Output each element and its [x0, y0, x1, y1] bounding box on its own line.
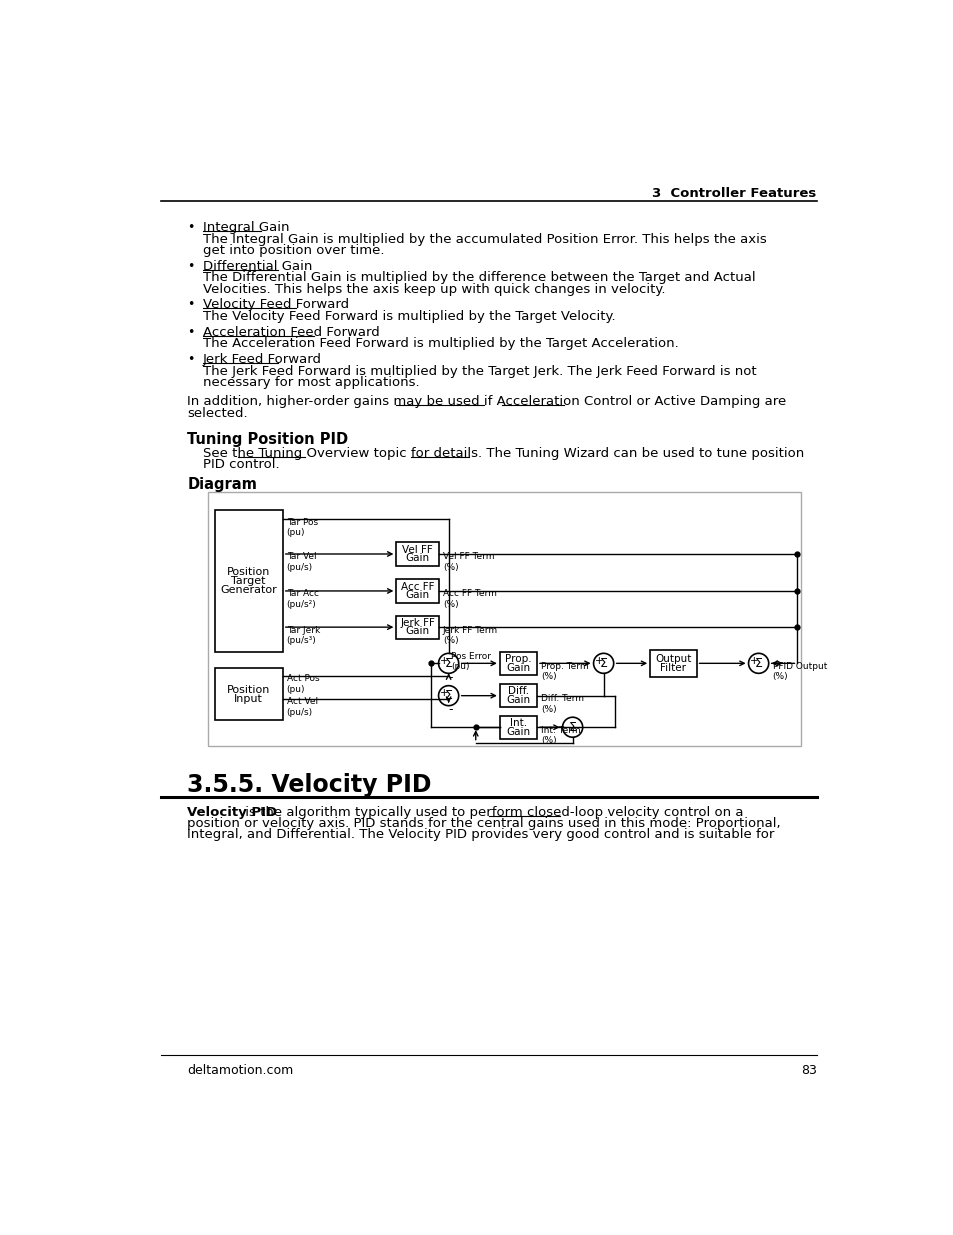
Text: See the Tuning Overview topic for details. The Tuning Wizard can be used to tune: See the Tuning Overview topic for detail… [203, 447, 803, 459]
Text: Jerk FF: Jerk FF [399, 618, 435, 627]
Text: PID control.: PID control. [203, 458, 279, 471]
Text: deltamotion.com: deltamotion.com [187, 1065, 294, 1077]
Text: Σ: Σ [754, 657, 761, 669]
FancyBboxPatch shape [214, 668, 282, 720]
Text: Velocity Feed Forward: Velocity Feed Forward [203, 299, 349, 311]
Text: •: • [187, 221, 194, 235]
Text: Generator: Generator [220, 585, 276, 595]
Text: Gain: Gain [405, 626, 429, 636]
Text: Position: Position [227, 684, 270, 694]
FancyBboxPatch shape [395, 615, 438, 638]
Text: 83: 83 [800, 1065, 816, 1077]
Text: Diagram: Diagram [187, 477, 257, 492]
Text: The Integral Gain is multiplied by the accumulated Position Error. This helps th: The Integral Gain is multiplied by the a… [203, 233, 766, 246]
Text: get into position over time.: get into position over time. [203, 245, 384, 257]
Text: -: - [448, 704, 452, 716]
Text: Velocity PID: Velocity PID [187, 805, 277, 819]
Text: Gain: Gain [506, 695, 530, 705]
Text: Diff.: Diff. [507, 687, 528, 697]
Text: position or velocity axis. PID stands for the central gains used in this mode: P: position or velocity axis. PID stands fo… [187, 816, 781, 830]
FancyBboxPatch shape [649, 650, 696, 677]
Text: Vel FF: Vel FF [402, 545, 433, 555]
FancyBboxPatch shape [499, 716, 537, 739]
Text: Σ: Σ [599, 657, 607, 669]
Text: Tar Pos
(pu): Tar Pos (pu) [286, 517, 317, 537]
Text: Acc FF Term
(%): Acc FF Term (%) [442, 589, 497, 609]
Text: Σ: Σ [444, 657, 452, 669]
Text: Tuning Position PID: Tuning Position PID [187, 431, 348, 447]
Text: Tar Jerk
(pu/s³): Tar Jerk (pu/s³) [286, 626, 319, 645]
Text: Int. Term
(%): Int. Term (%) [540, 726, 579, 745]
Text: The Velocity Feed Forward is multiplied by the Target Velocity.: The Velocity Feed Forward is multiplied … [203, 310, 615, 322]
Text: •: • [187, 299, 194, 311]
Text: -: - [448, 671, 452, 684]
Text: Integral, and Differential. The Velocity PID provides very good control and is s: Integral, and Differential. The Velocity… [187, 829, 774, 841]
Text: Differential Gain: Differential Gain [203, 259, 312, 273]
Text: Act Pos
(pu): Act Pos (pu) [286, 674, 319, 694]
Text: Prop. Term
(%): Prop. Term (%) [540, 662, 588, 682]
Text: Prop.: Prop. [504, 655, 531, 664]
Text: Position: Position [227, 567, 270, 577]
Text: +: + [595, 656, 603, 666]
Text: •: • [187, 259, 194, 273]
Text: Gain: Gain [405, 553, 429, 563]
Text: Output: Output [655, 655, 691, 664]
Text: Gain: Gain [405, 590, 429, 600]
Text: Filter: Filter [659, 663, 685, 673]
Text: Vel FF Term
(%): Vel FF Term (%) [442, 552, 494, 572]
Text: necessary for most applications.: necessary for most applications. [203, 375, 419, 389]
FancyBboxPatch shape [395, 542, 438, 566]
Text: In addition, higher-order gains may be used if Acceleration Control or Active Da: In addition, higher-order gains may be u… [187, 395, 786, 409]
Text: Acc FF: Acc FF [400, 582, 434, 592]
Text: PFID Output
(%): PFID Output (%) [772, 662, 826, 682]
Text: •: • [187, 326, 194, 338]
Text: 3.5.5. Velocity PID: 3.5.5. Velocity PID [187, 773, 432, 798]
Text: Acceleration Feed Forward: Acceleration Feed Forward [203, 326, 379, 338]
Text: Target: Target [232, 576, 266, 585]
FancyBboxPatch shape [208, 493, 801, 746]
Text: is the algorithm typically used to perform closed-loop velocity control on a: is the algorithm typically used to perfo… [240, 805, 742, 819]
Text: +: + [749, 656, 758, 666]
Text: Diff. Term
(%): Diff. Term (%) [540, 694, 583, 714]
Text: Integral Gain: Integral Gain [203, 221, 289, 235]
Text: The Acceleration Feed Forward is multiplied by the Target Acceleration.: The Acceleration Feed Forward is multipl… [203, 337, 678, 351]
Text: Σ: Σ [444, 689, 452, 703]
Text: Input: Input [234, 694, 263, 704]
FancyBboxPatch shape [214, 510, 282, 652]
Text: selected.: selected. [187, 406, 248, 420]
Text: Jerk FF Term
(%): Jerk FF Term (%) [442, 626, 497, 645]
Text: Gain: Gain [506, 726, 530, 736]
Text: Jerk Feed Forward: Jerk Feed Forward [203, 353, 321, 366]
Text: Pos Error
(pu): Pos Error (pu) [451, 652, 491, 671]
Text: 3  Controller Features: 3 Controller Features [652, 186, 816, 200]
Text: Gain: Gain [506, 663, 530, 673]
Text: Act Vel
(pu/s): Act Vel (pu/s) [286, 698, 317, 716]
Text: Σ: Σ [568, 721, 576, 734]
FancyBboxPatch shape [499, 684, 537, 708]
Text: +: + [439, 656, 448, 666]
Text: Tar Vel
(pu/s): Tar Vel (pu/s) [286, 552, 316, 572]
Text: The Differential Gain is multiplied by the difference between the Target and Act: The Differential Gain is multiplied by t… [203, 272, 755, 284]
Text: The Jerk Feed Forward is multiplied by the Target Jerk. The Jerk Feed Forward is: The Jerk Feed Forward is multiplied by t… [203, 364, 756, 378]
Text: +: + [439, 688, 448, 698]
Text: Velocities. This helps the axis keep up with quick changes in velocity.: Velocities. This helps the axis keep up … [203, 283, 665, 295]
Text: •: • [187, 353, 194, 366]
FancyBboxPatch shape [395, 579, 438, 603]
FancyBboxPatch shape [499, 652, 537, 674]
Text: Int.: Int. [509, 718, 526, 727]
Text: Tar Acc
(pu/s²): Tar Acc (pu/s²) [286, 589, 318, 609]
